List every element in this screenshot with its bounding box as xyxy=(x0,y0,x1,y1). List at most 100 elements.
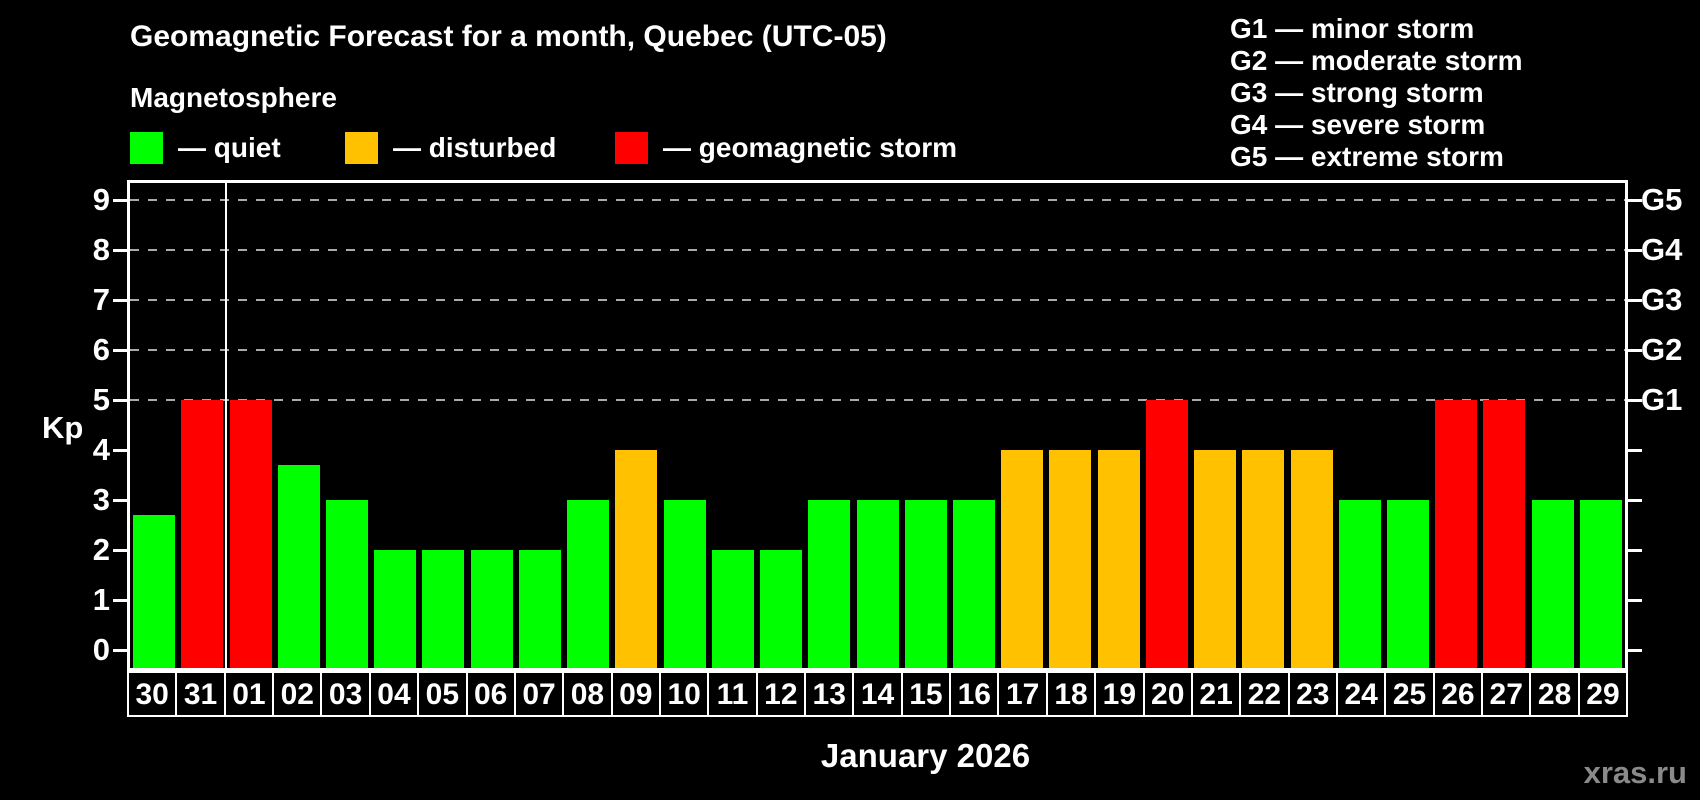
g-scale-legend: G1 — minor storm G2 — moderate storm G3 … xyxy=(1230,13,1523,173)
kp-bar-28 xyxy=(1531,500,1574,668)
g-scale-legend-item-g5: G5 — extreme storm xyxy=(1230,141,1504,172)
legend-label-quiet: — quiet xyxy=(178,132,281,163)
y-axis-label-5: 5 xyxy=(92,382,110,417)
y-axis-tick-right-9 xyxy=(1628,199,1642,202)
y-axis-tick-left-5 xyxy=(113,399,127,402)
y-axis-label-1: 1 xyxy=(92,582,110,617)
y-axis-tick-right-3 xyxy=(1628,499,1642,502)
magnetosphere-label: Magnetosphere xyxy=(130,82,337,113)
y-axis-tick-left-8 xyxy=(113,249,127,252)
kp-axis-title: Kp xyxy=(42,410,84,445)
kp-bar-19 xyxy=(1097,450,1140,668)
date-cell-07: 07 xyxy=(513,671,565,717)
kp-bar-02 xyxy=(277,465,320,668)
y-axis-label-7: 7 xyxy=(92,282,110,317)
date-cell-01: 01 xyxy=(223,671,275,717)
legend-item-storm: — geomagnetic storm xyxy=(615,131,957,165)
y-axis-label-2: 2 xyxy=(92,532,110,567)
date-cell-16: 16 xyxy=(949,671,1000,717)
date-cell-13: 13 xyxy=(804,671,855,717)
legend-label-storm: — geomagnetic storm xyxy=(663,132,958,163)
gridline-kp9 xyxy=(130,199,1625,201)
y-axis-tick-left-2 xyxy=(113,549,127,552)
y-axis-tick-left-3 xyxy=(113,499,127,502)
kp-bar-13 xyxy=(808,500,851,668)
date-cell-05: 05 xyxy=(417,671,468,717)
g-axis-label-g4: G4 xyxy=(1641,232,1683,267)
date-cell-24: 24 xyxy=(1335,671,1387,717)
y-axis-label-9: 9 xyxy=(92,182,110,217)
kp-bar-05 xyxy=(422,550,465,668)
date-cell-27: 27 xyxy=(1481,671,1532,717)
legend-item-quiet: — quiet xyxy=(130,131,281,165)
kp-bar-14 xyxy=(856,500,899,668)
date-cell-22: 22 xyxy=(1239,671,1290,717)
kp-bar-24 xyxy=(1338,500,1381,668)
kp-bar-12 xyxy=(760,550,803,668)
date-cell-26: 26 xyxy=(1432,671,1484,717)
kp-bar-07 xyxy=(518,550,561,668)
kp-bar-15 xyxy=(904,500,947,668)
kp-bar-25 xyxy=(1386,500,1429,668)
g-scale-legend-item-g4: G4 — severe storm xyxy=(1230,109,1486,140)
y-axis-tick-left-1 xyxy=(113,599,127,602)
g-axis-label-g1: G1 xyxy=(1641,382,1683,417)
y-axis-label-3: 3 xyxy=(92,482,110,517)
date-cell-19: 19 xyxy=(1094,671,1145,717)
y-axis-tick-right-2 xyxy=(1628,549,1642,552)
kp-bar-18 xyxy=(1049,450,1092,668)
g-scale-legend-item-g2: G2 — moderate storm xyxy=(1230,45,1523,76)
date-cell-06: 06 xyxy=(465,671,516,717)
y-axis-tick-right-4 xyxy=(1628,449,1642,452)
date-cell-02: 02 xyxy=(272,671,323,717)
date-cell-25: 25 xyxy=(1384,671,1435,717)
date-cell-28: 28 xyxy=(1529,671,1580,717)
gridline-kp5 xyxy=(130,399,1625,401)
date-cell-18: 18 xyxy=(1045,671,1097,717)
gridline-kp8 xyxy=(130,249,1625,251)
watermark: xras.ru xyxy=(1583,755,1687,790)
y-axis-tick-right-5 xyxy=(1628,399,1642,402)
date-cell-04: 04 xyxy=(368,671,420,717)
date-cell-08: 08 xyxy=(562,671,613,717)
date-cell-10: 10 xyxy=(658,671,710,717)
storm-swatch-icon xyxy=(615,132,648,164)
date-cell-21: 21 xyxy=(1190,671,1242,717)
gridline-kp6 xyxy=(130,349,1625,351)
date-cell-03: 03 xyxy=(320,671,371,717)
g-axis-label-g5: G5 xyxy=(1641,182,1683,217)
month-boundary-line xyxy=(225,183,228,668)
kp-bar-26 xyxy=(1435,400,1478,668)
kp-bar-11 xyxy=(711,550,754,668)
g-scale-legend-item-g1: G1 — minor storm xyxy=(1230,13,1475,44)
kp-bar-29 xyxy=(1579,500,1622,668)
kp-bar-30 xyxy=(133,515,176,668)
gridline-kp7 xyxy=(130,299,1625,301)
g-axis-label-g2: G2 xyxy=(1641,332,1683,367)
y-axis-tick-left-4 xyxy=(113,449,127,452)
date-cell-23: 23 xyxy=(1287,671,1338,717)
kp-bar-20 xyxy=(1145,400,1188,668)
date-cell-17: 17 xyxy=(997,671,1048,717)
y-axis-tick-left-6 xyxy=(113,349,127,352)
date-cell-20: 20 xyxy=(1142,671,1193,717)
y-axis-tick-left-7 xyxy=(113,299,127,302)
date-cell-14: 14 xyxy=(852,671,903,717)
kp-bar-22 xyxy=(1242,450,1285,668)
page-title: Geomagnetic Forecast for a month, Quebec… xyxy=(130,20,887,53)
date-cell-30: 30 xyxy=(127,671,178,717)
kp-bar-16 xyxy=(952,500,995,668)
legend-label-disturbed: — disturbed xyxy=(393,132,557,163)
date-cell-31: 31 xyxy=(175,671,226,717)
plot-area: 0 1 2 3 4 5 6 7 8 9 G1 G2 G3 G4 G5 xyxy=(93,180,1682,671)
g-axis-label-g3: G3 xyxy=(1641,282,1683,317)
kp-bar-21 xyxy=(1194,450,1237,668)
kp-bar-03 xyxy=(326,500,369,668)
date-row: 30 31 01 02 03 04 05 06 07 08 09 10 11 12 13 14 15 16 17 18… xyxy=(127,671,1629,717)
y-axis-tick-right-8 xyxy=(1628,249,1642,252)
y-axis-tick-right-6 xyxy=(1628,349,1642,352)
g-scale-legend-item-g3: G3 — strong storm xyxy=(1230,77,1484,108)
date-cell-11: 11 xyxy=(707,671,758,717)
y-axis-label-0: 0 xyxy=(92,632,110,667)
